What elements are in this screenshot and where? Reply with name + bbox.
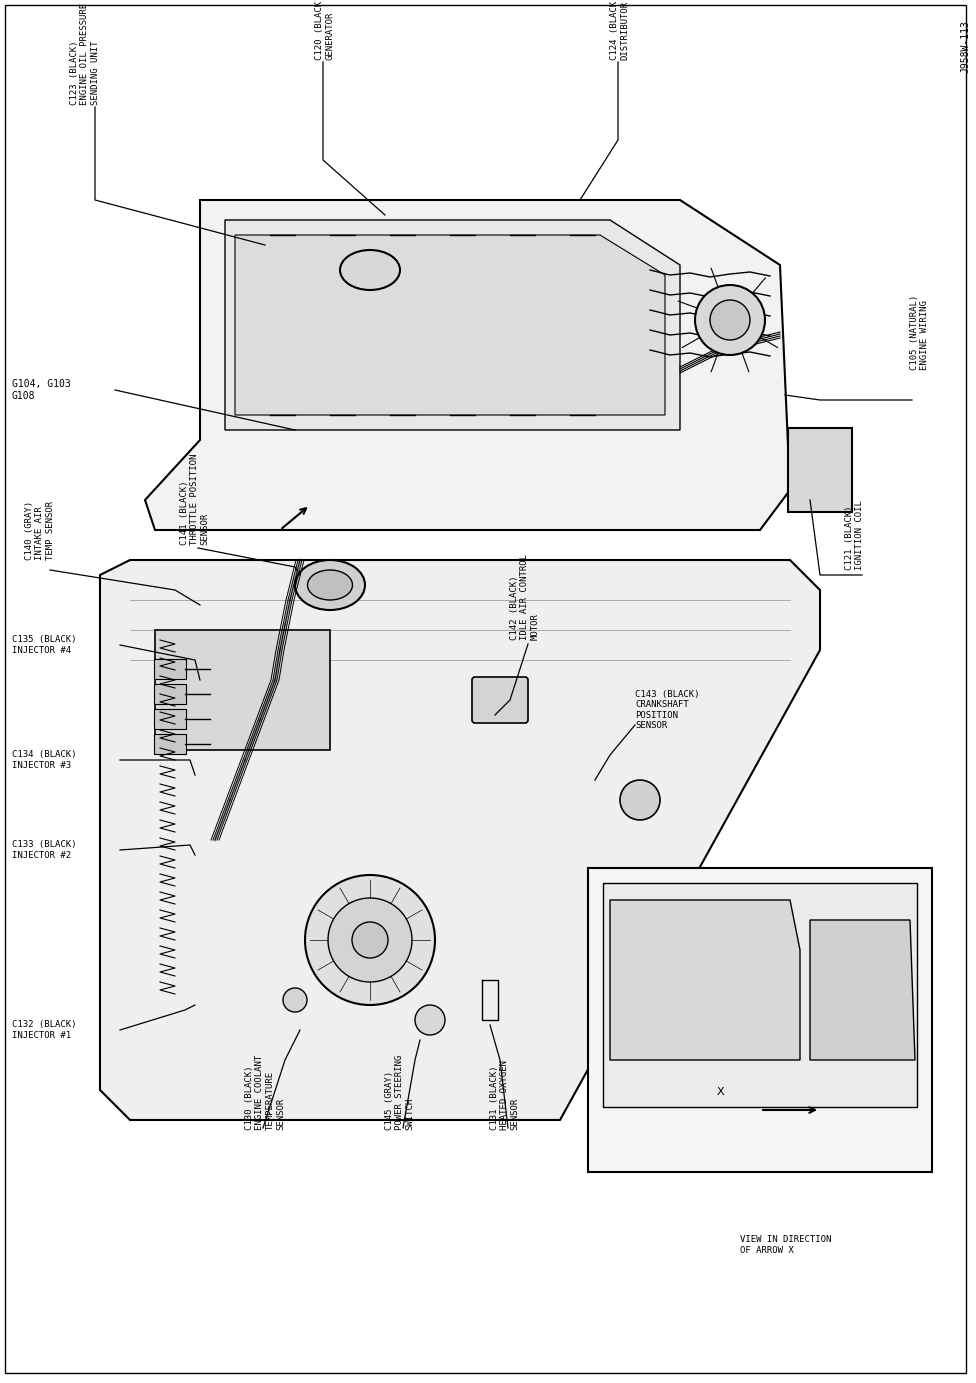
Circle shape [710, 300, 750, 340]
Circle shape [620, 780, 660, 820]
FancyBboxPatch shape [154, 685, 186, 704]
FancyBboxPatch shape [154, 660, 186, 679]
Circle shape [415, 1005, 445, 1034]
Ellipse shape [307, 570, 352, 600]
Text: C131 (BLACK)
HEATED OXYGEN
SENSOR: C131 (BLACK) HEATED OXYGEN SENSOR [490, 1061, 520, 1130]
Polygon shape [100, 560, 820, 1120]
Text: C132 (BLACK)
INJECTOR #1: C132 (BLACK) INJECTOR #1 [12, 1021, 76, 1040]
FancyBboxPatch shape [588, 869, 932, 1171]
Text: C124 (BLACK)
DISTRIBUTOR: C124 (BLACK) DISTRIBUTOR [610, 0, 630, 59]
Text: C141 (BLACK)
THROTTLE POSITION
SENSOR: C141 (BLACK) THROTTLE POSITION SENSOR [180, 454, 210, 545]
Circle shape [328, 898, 412, 982]
Polygon shape [235, 235, 665, 415]
Text: C143 (BLACK)
CRANKSHAFT
POSITION
SENSOR: C143 (BLACK) CRANKSHAFT POSITION SENSOR [635, 690, 700, 730]
Text: C105 (NATURAL)
ENGINE WIRING: C105 (NATURAL) ENGINE WIRING [910, 295, 929, 371]
Text: G104, G103
G108: G104, G103 G108 [12, 379, 70, 401]
Circle shape [695, 285, 765, 355]
FancyBboxPatch shape [154, 734, 186, 754]
Text: C120 (BLACK)
GENERATOR: C120 (BLACK) GENERATOR [315, 0, 335, 59]
Text: C140 (GRAY)
INTAKE AIR
TEMP SENSOR: C140 (GRAY) INTAKE AIR TEMP SENSOR [25, 501, 55, 560]
Text: C123 (BLACK)
ENGINE OIL PRESSURE
SENDING UNIT: C123 (BLACK) ENGINE OIL PRESSURE SENDING… [70, 3, 100, 105]
Text: X: X [716, 1087, 724, 1097]
Circle shape [283, 987, 307, 1012]
FancyBboxPatch shape [154, 709, 186, 729]
Text: C130 (BLACK)
ENGINE COOLANT
TEMPERATURE
SENSOR: C130 (BLACK) ENGINE COOLANT TEMPERATURE … [245, 1055, 285, 1130]
Text: C145 (GRAY)
POWER STEERING
SWITCH: C145 (GRAY) POWER STEERING SWITCH [385, 1055, 415, 1130]
Polygon shape [145, 201, 790, 530]
Polygon shape [610, 900, 800, 1059]
Text: C133 (BLACK)
INJECTOR #2: C133 (BLACK) INJECTOR #2 [12, 841, 76, 860]
Polygon shape [225, 220, 680, 430]
Text: C134 (BLACK)
INJECTOR #3: C134 (BLACK) INJECTOR #3 [12, 751, 76, 770]
Circle shape [305, 875, 435, 1005]
Polygon shape [155, 631, 330, 750]
Ellipse shape [295, 560, 365, 610]
Text: C135 (BLACK)
INJECTOR #4: C135 (BLACK) INJECTOR #4 [12, 635, 76, 654]
Text: VIEW IN DIRECTION
OF ARROW X: VIEW IN DIRECTION OF ARROW X [740, 1235, 832, 1254]
FancyBboxPatch shape [472, 678, 528, 723]
FancyBboxPatch shape [603, 882, 917, 1106]
Polygon shape [810, 920, 915, 1059]
FancyBboxPatch shape [788, 427, 852, 512]
Text: C142 (BLACK)
IDLE AIR CONTROL
MOTOR: C142 (BLACK) IDLE AIR CONTROL MOTOR [510, 555, 540, 640]
Ellipse shape [340, 250, 400, 290]
Circle shape [352, 922, 388, 958]
Text: C121 (BLACK)
IGNITION COIL: C121 (BLACK) IGNITION COIL [845, 501, 865, 570]
Text: J958W-113: J958W-113 [960, 19, 970, 73]
